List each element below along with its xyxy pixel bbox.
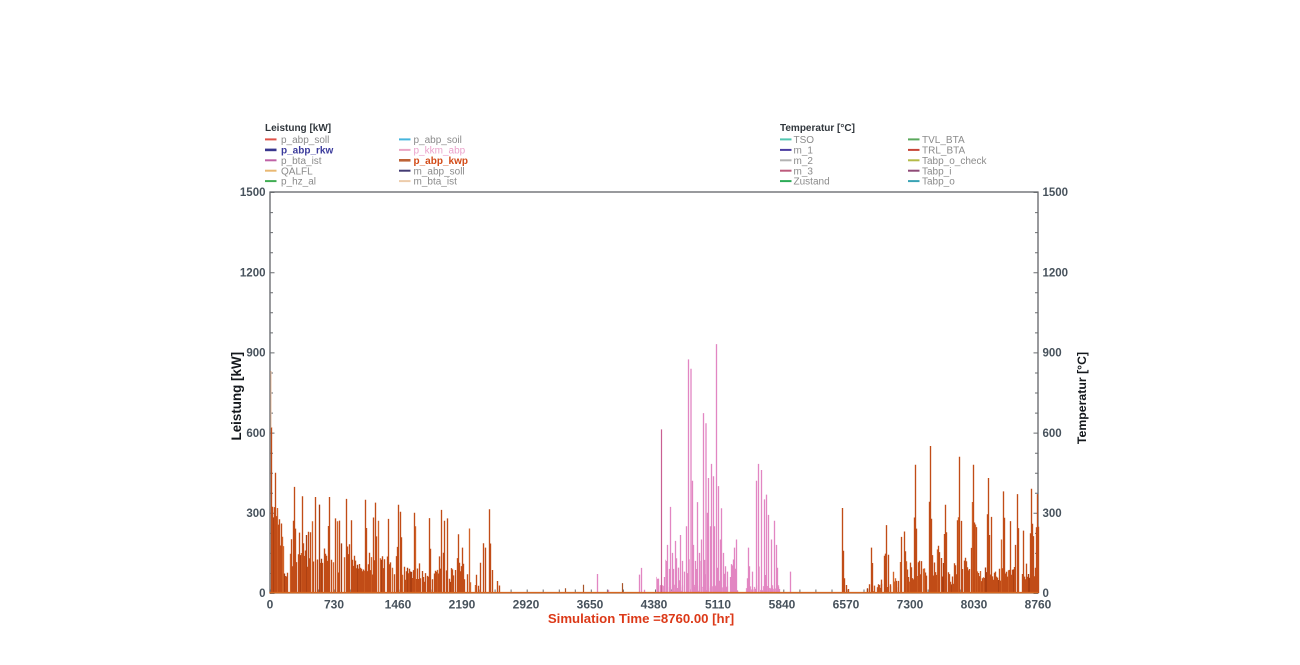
svg-text:300: 300 xyxy=(246,508,265,520)
svg-text:3650: 3650 xyxy=(577,598,604,612)
svg-text:8030: 8030 xyxy=(961,598,988,612)
svg-text:4380: 4380 xyxy=(641,598,668,612)
svg-text:2190: 2190 xyxy=(449,598,476,612)
svg-text:TVL_BTA: TVL_BTA xyxy=(922,135,965,146)
svg-text:900: 900 xyxy=(1043,348,1062,360)
svg-text:Zustand: Zustand xyxy=(794,177,830,188)
svg-text:m_abp_soll: m_abp_soll xyxy=(414,166,465,177)
svg-text:1200: 1200 xyxy=(240,267,266,279)
svg-text:0: 0 xyxy=(259,588,265,600)
svg-text:600: 600 xyxy=(246,428,265,440)
svg-text:1500: 1500 xyxy=(1043,187,1069,199)
svg-text:2920: 2920 xyxy=(513,598,540,612)
svg-text:0: 0 xyxy=(267,598,274,612)
svg-text:5840: 5840 xyxy=(769,598,796,612)
svg-text:TRL_BTA: TRL_BTA xyxy=(922,146,965,157)
svg-text:900: 900 xyxy=(246,348,265,360)
svg-text:m_2: m_2 xyxy=(794,156,814,167)
svg-text:1500: 1500 xyxy=(240,187,266,199)
svg-text:1200: 1200 xyxy=(1043,267,1069,279)
svg-text:Simulation Time =8760.00 [hr]: Simulation Time =8760.00 [hr] xyxy=(548,611,734,626)
svg-text:p_kkm_abp: p_kkm_abp xyxy=(414,146,466,157)
svg-text:m_1: m_1 xyxy=(794,146,814,157)
svg-text:p_abp_soll: p_abp_soll xyxy=(281,135,329,146)
svg-text:Leistung [kW]: Leistung [kW] xyxy=(229,352,244,441)
svg-text:Leistung [kW]: Leistung [kW] xyxy=(265,123,331,134)
svg-text:730: 730 xyxy=(324,598,344,612)
svg-text:Tabp_i: Tabp_i xyxy=(922,166,951,177)
svg-text:600: 600 xyxy=(1043,428,1062,440)
svg-text:m_bta_ist: m_bta_ist xyxy=(414,177,458,188)
svg-text:1460: 1460 xyxy=(385,598,412,612)
svg-text:TSO: TSO xyxy=(794,135,815,146)
svg-text:QALFL: QALFL xyxy=(281,166,313,177)
svg-text:p_abp_kwp: p_abp_kwp xyxy=(414,156,468,167)
svg-text:p_abp_soil: p_abp_soil xyxy=(414,135,462,146)
svg-text:6570: 6570 xyxy=(833,598,860,612)
svg-text:Temperatur [°C]: Temperatur [°C] xyxy=(780,123,855,134)
svg-text:0: 0 xyxy=(1043,588,1049,600)
svg-text:Tabp_o: Tabp_o xyxy=(922,177,955,188)
svg-text:5110: 5110 xyxy=(705,598,731,612)
svg-text:Tabp_o_check: Tabp_o_check xyxy=(922,156,987,167)
svg-text:7300: 7300 xyxy=(897,598,924,612)
svg-text:Temperatur [°C]: Temperatur [°C] xyxy=(1075,352,1089,444)
svg-text:p_bta_ist: p_bta_ist xyxy=(281,156,322,167)
svg-text:8760: 8760 xyxy=(1025,598,1052,612)
svg-text:m_3: m_3 xyxy=(794,166,814,177)
svg-text:p_hz_al: p_hz_al xyxy=(281,177,316,188)
svg-text:p_abp_rkw: p_abp_rkw xyxy=(281,146,333,157)
svg-text:300: 300 xyxy=(1043,508,1062,520)
